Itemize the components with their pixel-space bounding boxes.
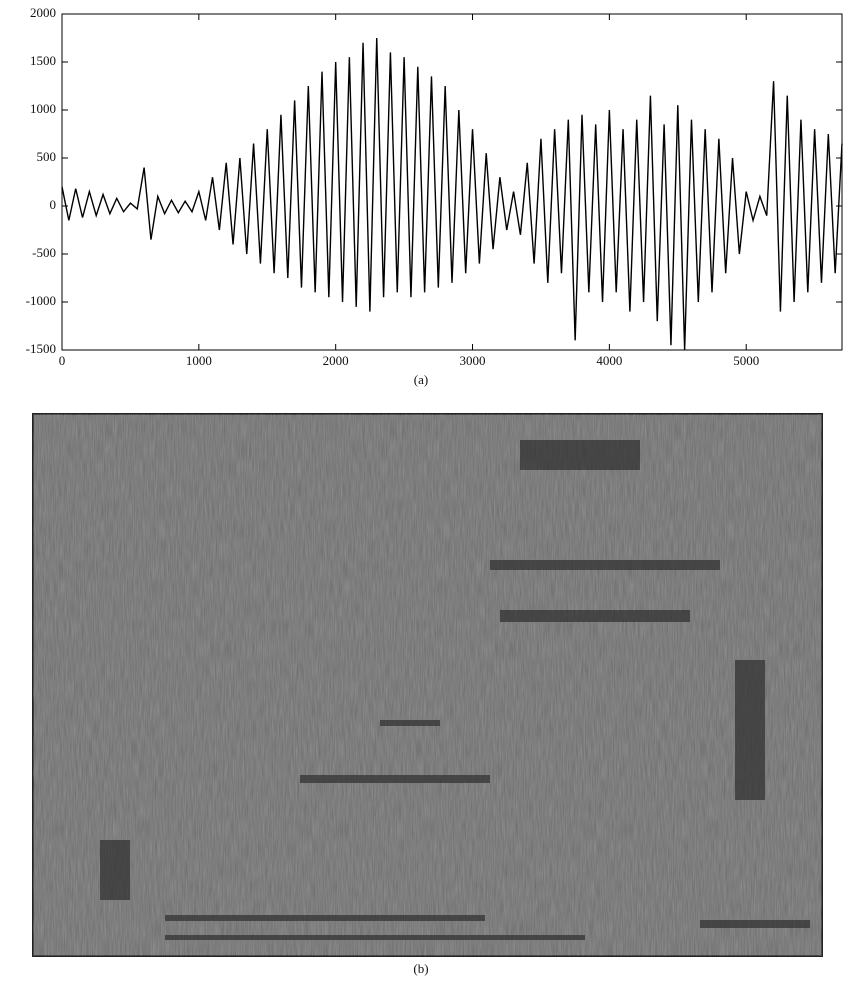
y-tick-label: -1000 <box>26 293 56 308</box>
waveform-line <box>61 37 843 351</box>
spectrogram-streaks <box>100 440 810 940</box>
plot-frame <box>61 13 843 351</box>
y-tick-label: 1000 <box>30 101 56 116</box>
caption: (a) <box>414 372 428 387</box>
x-tick-label: 3000 <box>460 353 486 368</box>
y-tick-label: 500 <box>37 149 57 164</box>
y-tick-label: -1500 <box>26 341 56 356</box>
y-tick-label: 2000 <box>30 5 56 20</box>
y-tick-label: 1500 <box>30 53 56 68</box>
spectrogram-texture <box>33 414 822 956</box>
x-tick-label: 4000 <box>596 353 622 368</box>
x-tick-label: 2000 <box>323 353 349 368</box>
x-tick-label: 0 <box>59 353 66 368</box>
x-tick-label: 5000 <box>733 353 759 368</box>
waveform-plot: -1500 -1000 -500 0 500 1000 1500 2000 0 1000 2000 3… <box>26 5 843 368</box>
x-tick-label: 1000 <box>186 353 212 368</box>
y-tick-label: -500 <box>32 245 56 260</box>
y-tick-label: 0 <box>50 197 57 212</box>
spectrogram <box>32 413 823 957</box>
caption: (b) <box>413 961 428 976</box>
